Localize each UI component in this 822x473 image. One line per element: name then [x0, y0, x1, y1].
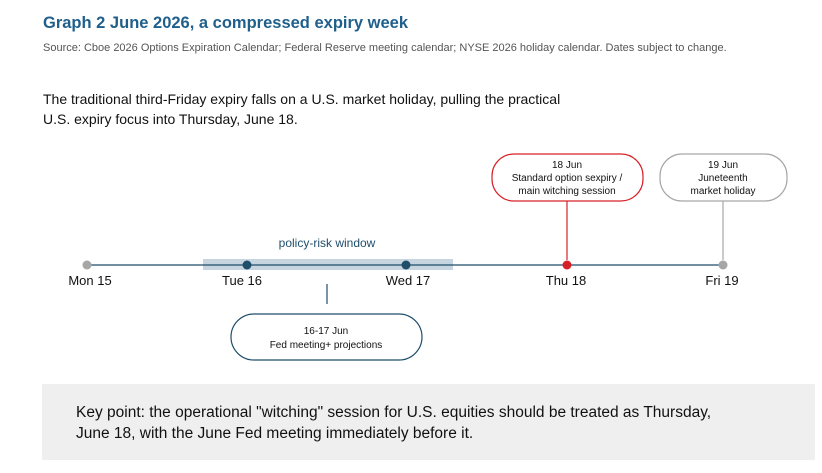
key-point-box: Key point: the operational "witching" se…	[42, 384, 815, 460]
marker-tue-16	[242, 260, 252, 270]
expiry-callout-line-1: 18 Jun	[552, 160, 582, 171]
expiry-callout-line-2: Standard option sexpiry /	[512, 173, 623, 184]
fed-callout-line-2: Fed meeting+ projections	[270, 340, 383, 351]
marker-thu-18	[562, 260, 572, 270]
intro-text: The traditional third-Friday expiry fall…	[43, 89, 643, 129]
timeline-diagram: policy-risk window Mon 15 Tue 16 Wed 17 …	[68, 153, 788, 361]
holiday-callout-line-3: market holiday	[690, 186, 755, 197]
marker-mon-15	[82, 260, 92, 270]
holiday-callout-line-2: Juneteenth	[698, 173, 748, 184]
intro-line-1: The traditional third-Friday expiry fall…	[43, 91, 561, 107]
day-label-wed-17: Wed 17	[386, 273, 431, 288]
key-point-text: Key point: the operational "witching" se…	[76, 402, 806, 444]
expiry-callout	[491, 153, 644, 202]
key-point-line-2: June 18, with the June Fed meeting immed…	[76, 425, 474, 442]
chart-title: Graph 2 June 2026, a compressed expiry w…	[43, 14, 409, 32]
expiry-callout-line-3: main witching session	[518, 186, 615, 197]
day-label-mon-15: Mon 15	[68, 273, 111, 288]
day-label-tue-16: Tue 16	[222, 273, 262, 288]
source-note: Source: Cboe 2026 Options Expiration Cal…	[43, 42, 727, 54]
holiday-callout	[659, 153, 788, 202]
intro-line-2: U.S. expiry focus into Thursday, June 18…	[43, 111, 298, 127]
day-label-thu-18: Thu 18	[546, 273, 586, 288]
marker-wed-17	[401, 260, 411, 270]
day-label-fri-19: Fri 19	[705, 273, 738, 288]
holiday-callout-line-1: 19 Jun	[708, 160, 738, 171]
marker-fri-19	[718, 260, 728, 270]
fed-callout-line-1: 16-17 Jun	[304, 326, 348, 337]
fed-callout	[230, 313, 423, 361]
key-point-line-1: Key point: the operational "witching" se…	[76, 404, 712, 421]
policy-risk-window-label: policy-risk window	[279, 236, 376, 250]
